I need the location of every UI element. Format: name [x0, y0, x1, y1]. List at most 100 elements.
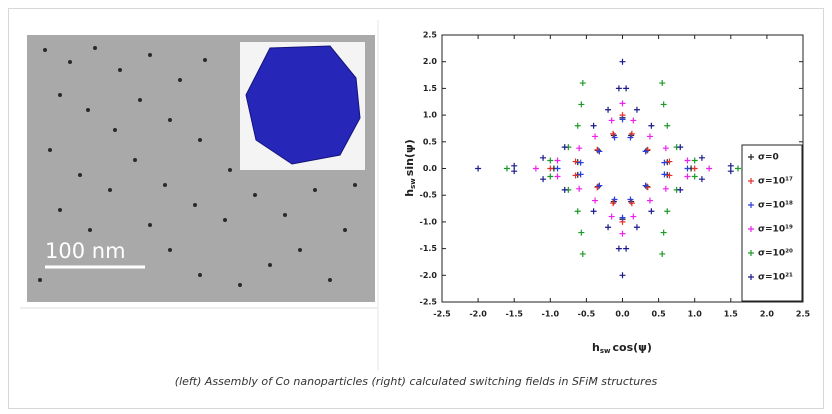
- x-tick-label: 1.5: [724, 310, 739, 319]
- legend: σ=0 σ=10¹⁷ σ=10¹⁸ σ=10¹⁹ σ=10²⁰ σ=10²¹: [741, 144, 803, 302]
- point: [642, 182, 649, 189]
- point: [592, 133, 599, 140]
- point: [615, 245, 622, 252]
- point: [623, 85, 630, 92]
- point: [630, 213, 637, 220]
- point: [662, 185, 669, 192]
- point: [684, 157, 691, 164]
- point: [608, 117, 615, 124]
- point: [596, 148, 603, 155]
- x-tick-label: -1.0: [542, 310, 560, 319]
- point: [706, 165, 713, 172]
- point: [579, 80, 586, 87]
- x-axis-label: hsw cos(ψ): [592, 341, 652, 355]
- y-tick-label: 2.5: [423, 31, 438, 40]
- point: [475, 165, 482, 172]
- point: [662, 145, 669, 152]
- point: [540, 176, 547, 183]
- y-tick-label: 0.5: [423, 137, 438, 146]
- point: [547, 157, 554, 164]
- y-tick-label: -1.0: [420, 217, 438, 226]
- y-tick-label: -2.0: [420, 271, 438, 280]
- point: [611, 196, 618, 203]
- x-tick-label: 2.5: [796, 310, 811, 319]
- point: [576, 145, 583, 152]
- point: [666, 158, 673, 165]
- point: [619, 214, 626, 221]
- point: [610, 200, 617, 207]
- point: [554, 165, 561, 172]
- point: [572, 172, 579, 179]
- point: [619, 116, 626, 123]
- point: [596, 182, 603, 189]
- x-tick-label: -2.0: [469, 310, 487, 319]
- y-tick-label: -2.5: [420, 298, 438, 307]
- point: [677, 144, 684, 151]
- point: [554, 157, 561, 164]
- point: [660, 229, 667, 236]
- legend-marker: [748, 226, 754, 232]
- point: [578, 101, 585, 108]
- point: [727, 168, 734, 175]
- point: [628, 130, 635, 137]
- point: [627, 134, 634, 141]
- point: [633, 224, 640, 231]
- scale-bar-label: 100 nm: [45, 239, 126, 263]
- legend-marker: [748, 274, 754, 280]
- x-tick-label: -0.5: [578, 310, 596, 319]
- y-axis-label: hswsin(ψ): [403, 139, 417, 196]
- legend-label: σ=10¹⁹: [758, 225, 793, 235]
- point: [628, 200, 635, 207]
- point: [698, 176, 705, 183]
- micrograph: [27, 35, 375, 302]
- point: [592, 197, 599, 204]
- point: [619, 58, 626, 65]
- point: [684, 165, 691, 172]
- legend-label: σ=10²⁰: [758, 249, 793, 259]
- point: [576, 185, 583, 192]
- y-tick-label: 2.0: [423, 57, 438, 66]
- y-tick-label: 0.0: [423, 164, 438, 173]
- point: [661, 171, 668, 178]
- point: [577, 159, 584, 166]
- point: [648, 122, 655, 129]
- point: [627, 196, 634, 203]
- point: [648, 208, 655, 215]
- point: [666, 172, 673, 179]
- point: [642, 148, 649, 155]
- legend-marker: [748, 154, 754, 160]
- y-tick-label: -1.5: [420, 244, 438, 253]
- point: [677, 186, 684, 193]
- point: [577, 171, 584, 178]
- point: [532, 165, 539, 172]
- point: [574, 122, 581, 129]
- point: [590, 122, 597, 129]
- y-tick-label: 1.5: [423, 84, 438, 93]
- point: [615, 85, 622, 92]
- point: [561, 144, 568, 151]
- point: [605, 224, 612, 231]
- legend-label: σ=0: [758, 153, 779, 163]
- x-tick-label: 0.0: [615, 310, 630, 319]
- point: [659, 250, 666, 257]
- point: [660, 101, 667, 108]
- point: [619, 272, 626, 279]
- point: [511, 162, 518, 169]
- point: [561, 186, 568, 193]
- point: [661, 159, 668, 166]
- point: [646, 133, 653, 140]
- x-tick-label: -2.5: [433, 310, 451, 319]
- point: [691, 173, 698, 180]
- point: [578, 229, 585, 236]
- point: [664, 122, 671, 129]
- point: [646, 197, 653, 204]
- point: [547, 165, 554, 172]
- point: [684, 173, 691, 180]
- point: [619, 230, 626, 237]
- point: [619, 100, 626, 107]
- point: [610, 130, 617, 137]
- point: [503, 165, 510, 172]
- y-tick-label: -0.5: [420, 191, 438, 200]
